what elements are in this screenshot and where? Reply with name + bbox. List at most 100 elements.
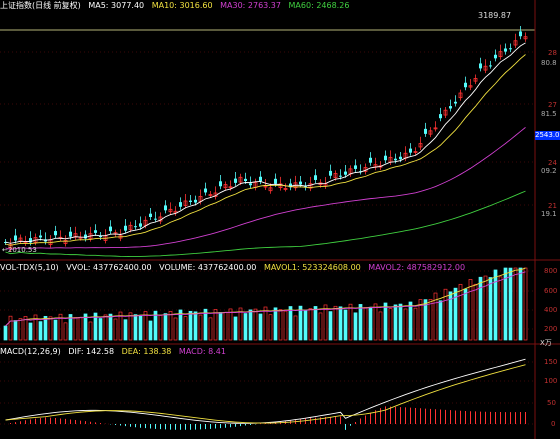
candle-body (494, 54, 497, 59)
volume-axis-label: 400 (544, 306, 558, 314)
volume-bar (28, 322, 33, 341)
candle-body (134, 226, 137, 228)
volume-bar (483, 275, 488, 341)
candle-body (433, 127, 438, 130)
candle-body (489, 65, 492, 67)
candle-body (164, 205, 167, 211)
mavol1-line (5, 267, 526, 327)
candle-body (263, 185, 268, 188)
candle-body (513, 40, 518, 46)
volume-bar (338, 306, 343, 341)
candle-body (94, 230, 97, 233)
volume-bar (8, 315, 13, 341)
macd-histogram (10, 406, 526, 430)
candle-body (249, 183, 252, 186)
ma5-line (5, 42, 526, 244)
candle-body (109, 226, 112, 232)
volume-bar (413, 307, 418, 341)
candle-body (223, 184, 228, 189)
price-axis-label: 21 (548, 202, 557, 210)
volume-bar (198, 314, 203, 341)
candle-body (428, 130, 433, 135)
volume-bars (3, 267, 528, 341)
candle-body (168, 208, 173, 213)
volume-bar (13, 320, 18, 341)
volume-bar (453, 287, 458, 341)
volume-bar (283, 310, 288, 341)
volume-bar (438, 300, 443, 341)
candle-body (179, 202, 182, 207)
candle-body (384, 155, 387, 161)
candle-body (228, 186, 233, 189)
candle-body (369, 157, 372, 163)
macd-lines (5, 358, 526, 424)
current-price-tag: 2543.0 (535, 131, 560, 140)
candle-body (29, 238, 32, 243)
arrow-left-icon: ← (2, 246, 8, 254)
candle-body (468, 85, 473, 88)
candle-body (314, 175, 317, 180)
volume-bar (93, 312, 98, 341)
volume-bar (278, 309, 283, 341)
volume-bar (363, 307, 368, 341)
dea-label: DEA: 138.38 (121, 347, 172, 356)
volume-bar (208, 317, 213, 341)
volume-bar (78, 316, 83, 341)
candle-body (194, 199, 197, 203)
volume-bar (493, 269, 498, 341)
candle-body (173, 210, 178, 214)
candle-body (4, 242, 7, 243)
volume-bar (253, 308, 258, 341)
candle-body (244, 178, 247, 181)
ma30-line (5, 127, 526, 250)
volume-bar (183, 316, 188, 341)
volume-axis-label: 600 (544, 287, 558, 295)
candle-body (289, 183, 292, 188)
candle-body (63, 239, 68, 244)
candle-body (183, 200, 188, 206)
macd-axis-label: 150 (544, 358, 558, 366)
price-axis-label: 09.2 (541, 167, 557, 175)
candle-body (238, 176, 243, 183)
macd-axis-label: 50 (547, 399, 556, 407)
candle-body (454, 101, 457, 104)
price-axis-label: 24 (548, 159, 557, 167)
candle-body (39, 235, 42, 238)
volume-bar (18, 318, 23, 341)
volume-bar (388, 308, 393, 341)
volume-bar (408, 301, 413, 341)
mavol1-label: MAVOL1: 523324608.00 (263, 263, 361, 272)
volume-bar (38, 321, 43, 341)
volume-bar (103, 314, 108, 341)
candle-body (54, 231, 57, 236)
volume-bar (88, 321, 93, 341)
candle-body (128, 224, 133, 230)
price-axis-label: 81.5 (541, 110, 557, 118)
volume-bar (468, 279, 473, 341)
candle-body (8, 244, 13, 249)
candle-body (509, 48, 512, 50)
volume-bar (393, 304, 398, 341)
ma10-label: MA10: 3016.60 (151, 1, 213, 10)
ma60-label: MA60: 2468.26 (288, 1, 350, 10)
volume-bar (418, 299, 423, 341)
volume-bar (498, 276, 503, 341)
volume-bar (148, 320, 153, 341)
candle-body (464, 82, 467, 88)
volume-bar (458, 283, 463, 341)
volume-bar (323, 304, 328, 341)
volume-bar (228, 308, 233, 341)
volume-bar (213, 309, 218, 341)
volume-bar (248, 309, 253, 341)
candle-body (483, 65, 488, 71)
volume-bar (108, 313, 113, 341)
macd-panel-header: MACD(12,26,9) DIF: 142.58 DEA: 138.38 MA… (0, 346, 231, 358)
volume-axis-label: 200 (544, 325, 558, 333)
candle-body (413, 151, 418, 153)
price-axis-label: 28 (548, 49, 557, 57)
volume-bar (463, 288, 468, 341)
candle-body (394, 158, 397, 161)
candle-body (479, 63, 482, 69)
